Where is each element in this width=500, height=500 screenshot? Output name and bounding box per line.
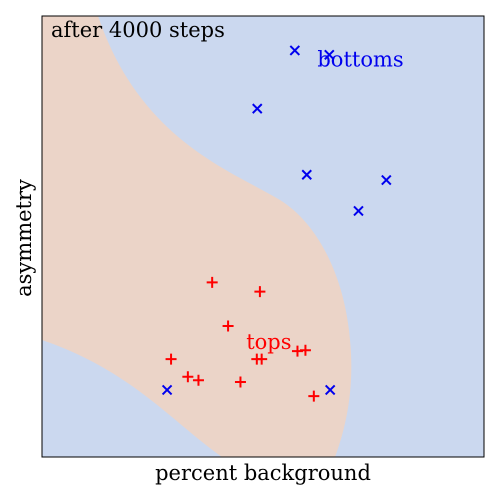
- bottoms-point-2: [324, 49, 335, 61]
- tops-point-2: [254, 286, 266, 298]
- tops-point-10: [192, 374, 204, 386]
- y-axis-label: asymmetry: [12, 179, 36, 297]
- tops-region: [42, 16, 352, 457]
- bottoms-point-7: [161, 384, 173, 396]
- plot-frame: [41, 15, 485, 458]
- bottoms-point-4: [301, 169, 312, 180]
- bottoms-point-3: [252, 103, 263, 114]
- annotation-label: after 4000 steps: [51, 18, 225, 42]
- bottoms-point-1: [289, 45, 301, 56]
- tops-point-3: [222, 320, 234, 332]
- tops-point-4: [165, 353, 177, 365]
- tops-point-6: [256, 353, 268, 365]
- tops-point-9: [182, 371, 194, 383]
- bottoms-point-5: [381, 174, 392, 186]
- tops-label: tops: [246, 330, 291, 354]
- bottoms-point-8: [324, 384, 336, 396]
- tops-point-11: [234, 376, 246, 388]
- tops-point-12: [308, 390, 320, 402]
- bottoms-point-6: [353, 205, 364, 217]
- bottoms-label: bottoms: [317, 48, 403, 72]
- tops-point-8: [299, 344, 311, 356]
- tops-point-1: [206, 276, 218, 288]
- x-axis-label: percent background: [155, 461, 371, 485]
